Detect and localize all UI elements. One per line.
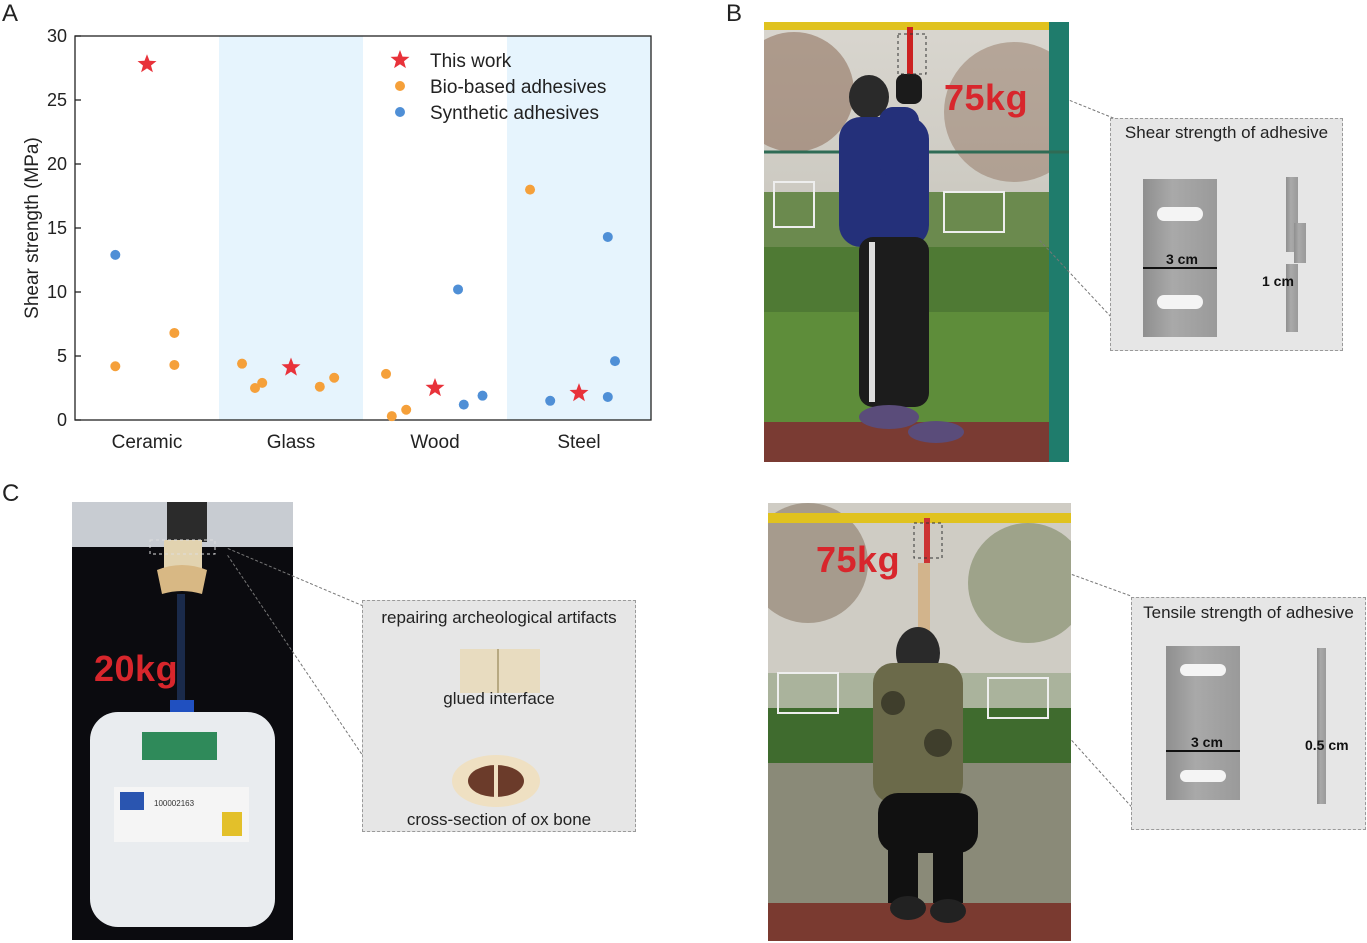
shear-inset: Shear strength of adhesive 3 cm 1 cm [1110,118,1343,351]
data-point [329,372,340,383]
y-axis-label: Shear strength (MPa) [22,137,43,319]
bone-adhesive-photo: 20kg 100002163 [72,502,293,940]
data-point [314,381,325,392]
category-shading [219,36,651,420]
data-point [453,284,464,295]
data-point [237,358,248,369]
cross-section-label: cross-section of ox bone [406,810,592,829]
c-weight-label: 20kg [94,648,179,689]
plate-slot [1180,664,1226,676]
x-tick-label: Glass [267,432,316,453]
data-point [545,395,556,406]
data-point [401,404,412,415]
bottle-code: 100002163 [154,799,195,808]
tensile-side-view [1317,648,1326,804]
data-point [602,391,613,402]
shear-side-lower [1286,264,1298,332]
data-point-star [137,54,157,73]
y-tick-label: 25 [47,90,67,110]
plate-slot [1157,295,1203,309]
shear-plate-lower [1143,251,1217,337]
plate-slot [1157,207,1203,221]
data-point [458,399,469,410]
panel-letter-a: A [2,0,19,27]
panel-letter-b: B [726,0,743,27]
data-point [169,359,180,370]
data-point [477,390,488,401]
panel-letter-c: C [2,480,20,507]
tensile-test-photo: 75kg [768,503,1071,941]
glued-bone-image [460,649,540,693]
data-point [602,231,613,242]
shear-inset-title: Shear strength of adhesive [1124,123,1329,142]
data-point [381,368,392,379]
plate-slot [1180,770,1226,782]
data-point [525,184,536,195]
data-point [257,377,268,388]
y-tick-label: 10 [47,282,67,302]
y-tick-label: 0 [57,410,67,430]
legend-label: This work [430,51,512,72]
tensile-plate [1166,646,1240,800]
chart-marks [110,54,620,422]
y-tick-label: 5 [57,346,67,366]
y-tick-label: 20 [47,154,67,174]
data-point [110,249,121,260]
y-tick-label: 15 [47,218,67,238]
x-tick-label: Ceramic [112,432,183,453]
data-point [610,356,620,367]
artifact-inset: repairing archeological artifacts glued … [362,600,636,832]
data-point-star [425,378,445,397]
tensile-inset: Tensile strength of adhesive 3 cm 0.5 cm [1131,597,1366,830]
bone-cross-section-image [452,755,540,807]
shear-test-scene [764,22,1069,462]
x-tick-label: Steel [557,432,600,453]
bottom-weight-label: 75kg [816,539,901,580]
shear-strength-chart: 0 5 10 15 20 25 30 Ceramic Glass Wood Steel Shear s… [22,26,652,453]
data-point-star [281,357,301,376]
category-band [219,36,363,420]
tensile-inset-title: Tensile strength of adhesive [1143,603,1354,622]
glued-interface-label: glued interface [443,689,555,708]
category-band [507,36,651,420]
x-tick-label: Wood [410,432,459,453]
tensile-test-scene [768,503,1071,941]
y-tick-label: 30 [47,26,67,46]
leader-line [1071,574,1131,597]
shear-side-joint [1294,223,1306,263]
top-weight-label: 75kg [944,77,1029,118]
legend-marker [395,81,405,91]
tensile-width-label: 3 cm [1191,734,1223,750]
width-dimension-line [1166,750,1240,752]
data-point [250,383,260,393]
data-point [386,411,397,422]
chart-legend: This work Bio-based adhesives Synthetic ad… [390,50,606,124]
shear-test-photo: 75kg [764,22,1069,462]
shear-width-label: 3 cm [1166,251,1198,267]
shear-overlap-label: 1 cm [1262,273,1294,289]
legend-marker [390,50,410,69]
artifact-inset-title: repairing archeological artifacts [381,608,617,627]
tensile-thickness-label: 0.5 cm [1305,737,1349,753]
data-point [169,327,180,338]
legend-label: Bio-based adhesives [430,77,606,98]
chart-axes: 0 5 10 15 20 25 30 Ceramic Glass Wood Steel Shear s… [22,26,652,453]
legend-label: Synthetic adhesives [430,103,599,124]
data-point [110,361,121,372]
legend-marker [395,107,405,117]
data-point-star [569,383,589,402]
width-dimension-line [1143,267,1217,269]
bone-adhesive-scene [72,502,293,940]
